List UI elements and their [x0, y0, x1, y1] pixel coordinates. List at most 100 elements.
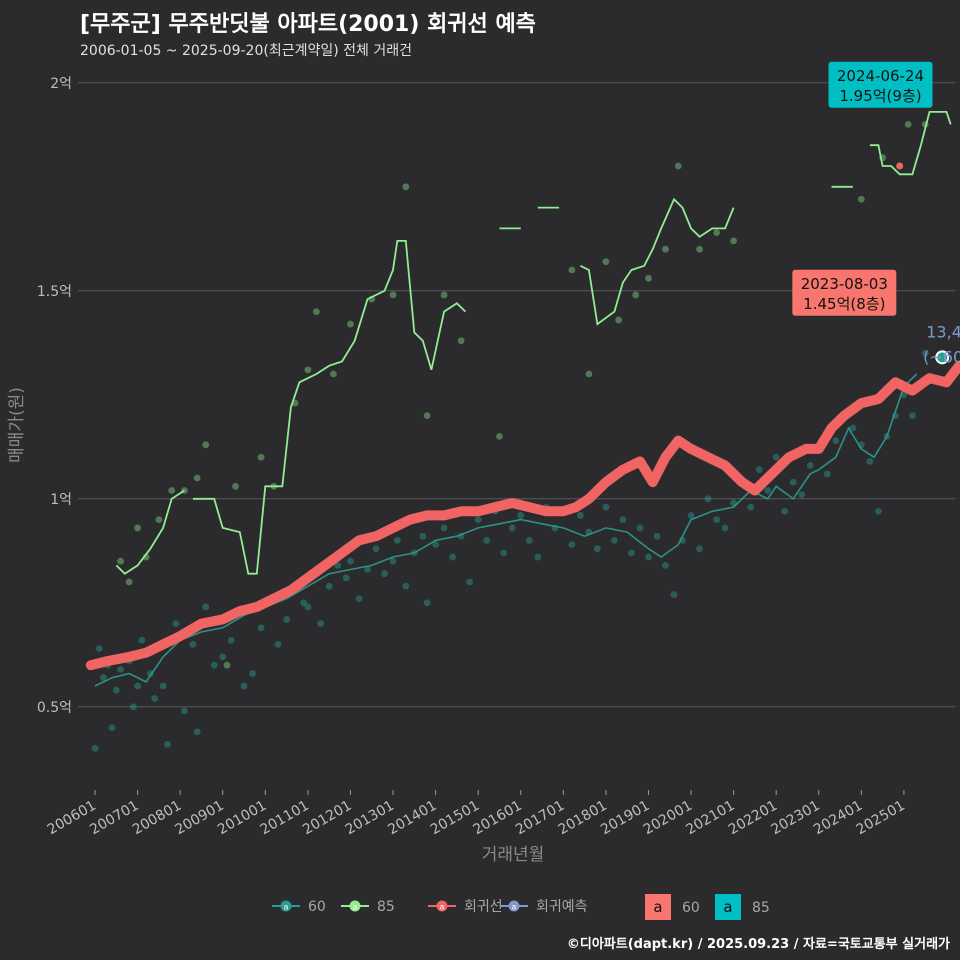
x-axis-title: 거래년월	[482, 845, 545, 865]
trend-line-85	[869, 111, 952, 176]
scatter-point-85	[423, 412, 431, 419]
legend-label: 회귀예측	[536, 899, 588, 915]
scatter-point-60	[772, 453, 780, 461]
scatter-point-85	[696, 245, 703, 253]
scatter-point-60	[432, 541, 440, 548]
scatter-point-60	[747, 503, 755, 511]
scatter-point-60	[257, 624, 265, 632]
annotation-60: 2023-08-03 1.45억(8층)	[792, 269, 897, 316]
scatter-point-60	[193, 728, 201, 736]
scatter-point-85	[632, 291, 640, 299]
scatter-point-60	[381, 570, 388, 578]
scatter-point-60	[823, 470, 831, 478]
scatter-point-60	[670, 591, 678, 598]
scatter-point-60	[602, 503, 610, 511]
legend-item-s60: a 60	[272, 899, 326, 915]
scatter-point-60	[202, 603, 210, 611]
scatter-point-60	[866, 457, 874, 465]
annotation-85-box	[828, 61, 933, 108]
scatter-point-60	[832, 437, 840, 444]
annotation-60-price: 1.45억(8층)	[803, 295, 885, 313]
scatter-point-85	[193, 474, 201, 482]
scatter-point-60	[134, 682, 142, 690]
legend-fill-label: 60	[682, 900, 700, 916]
y-tick-label: 1억	[50, 492, 72, 508]
annotation-60-date: 2023-08-03	[801, 275, 888, 293]
scatter-point-85	[568, 266, 576, 274]
scatter-point-60	[525, 537, 533, 544]
scatter-point-60	[151, 695, 159, 702]
scatter-point-60	[423, 599, 431, 607]
scatter-point-85	[330, 370, 337, 378]
scatter-point-85	[904, 121, 912, 128]
scatter-point-85	[347, 320, 354, 328]
scatter-point-85	[389, 291, 397, 299]
scatter-point-60	[227, 636, 235, 644]
legend-label: 회귀선	[464, 899, 503, 915]
scatter-point-60	[355, 595, 363, 603]
scatter-point-60	[240, 682, 248, 690]
scatter-point-60	[611, 537, 618, 544]
legend-fill-item-85: a 85	[715, 894, 770, 920]
scatter-point-60	[283, 616, 291, 623]
y-tick-label: 1.5억	[37, 284, 72, 300]
scatter-point-85	[457, 337, 465, 345]
scatter-point-60	[159, 682, 167, 690]
legend-swatch-dot	[508, 900, 520, 912]
forecast-marker	[935, 350, 950, 365]
scatter-point-60	[534, 553, 542, 561]
scatter-point-60	[304, 603, 312, 611]
scatter-point-60	[636, 524, 644, 532]
legend-item-regression: a 회귀선	[428, 899, 503, 915]
scatter-point-85	[202, 441, 210, 449]
scatter-point-85	[257, 453, 265, 461]
scatter-point-60	[91, 745, 99, 752]
scatter-point-60	[274, 641, 282, 648]
y-tick-label: 2억	[50, 76, 72, 92]
legend-swatch-dot	[436, 900, 448, 912]
scatter-point-85	[155, 516, 163, 523]
scatter-point-85	[232, 482, 239, 490]
legend-fill-item-60: a 60	[645, 894, 700, 920]
scatter-point-60	[721, 524, 729, 532]
y-tick-label: 0.5억	[37, 700, 72, 716]
scatter-point-85	[168, 487, 176, 494]
scatter-point-85	[730, 237, 738, 245]
scatter-point-60	[189, 641, 197, 648]
scatter-point-85	[134, 524, 142, 532]
legend-swatch-glyph: a	[512, 903, 517, 912]
scatter-point-60	[108, 724, 116, 731]
scatter-point-60	[138, 636, 146, 644]
scatter-point-60	[364, 566, 371, 573]
scatter-point-85	[402, 183, 410, 191]
scatter-point-60	[112, 686, 120, 694]
forecast-value: 13,400	[926, 322, 960, 341]
scatter-point-60	[806, 462, 814, 469]
scatter-point-60	[508, 524, 516, 532]
scatter-point-60	[300, 599, 308, 607]
scatter-point-85	[713, 229, 720, 236]
legend-swatch-glyph: a	[353, 903, 358, 912]
scatter-point-85	[615, 316, 623, 324]
scatter-point-60	[696, 545, 703, 553]
scatter-point-60	[798, 491, 806, 499]
scatter-point-85	[125, 578, 133, 586]
scatter-point-60	[474, 516, 482, 523]
scatter-point-85	[313, 308, 320, 315]
forecast-area: (~60㎡)	[923, 347, 960, 366]
legend-fill-glyph: a	[723, 898, 732, 916]
y-axis-title: 매매가(원)	[7, 387, 27, 463]
scatter-point-60	[909, 412, 916, 419]
scatter-point-85	[223, 661, 231, 669]
scatter-point-60	[645, 553, 652, 561]
legend-swatch-glyph: a	[440, 903, 445, 912]
scatter-point-60	[687, 512, 695, 519]
chart-subtitle: 2006-01-05 ~ 2025-09-20(최근계약일) 전체 거래건	[80, 43, 412, 59]
scatter-point-60	[449, 553, 457, 561]
trend-line-85	[115, 489, 185, 575]
scatter-point-60	[466, 578, 474, 586]
scatter-point-60	[317, 620, 325, 627]
annotation-60-box	[792, 269, 897, 316]
scatter-point-60	[653, 532, 661, 540]
scatter-point-60	[576, 512, 584, 519]
